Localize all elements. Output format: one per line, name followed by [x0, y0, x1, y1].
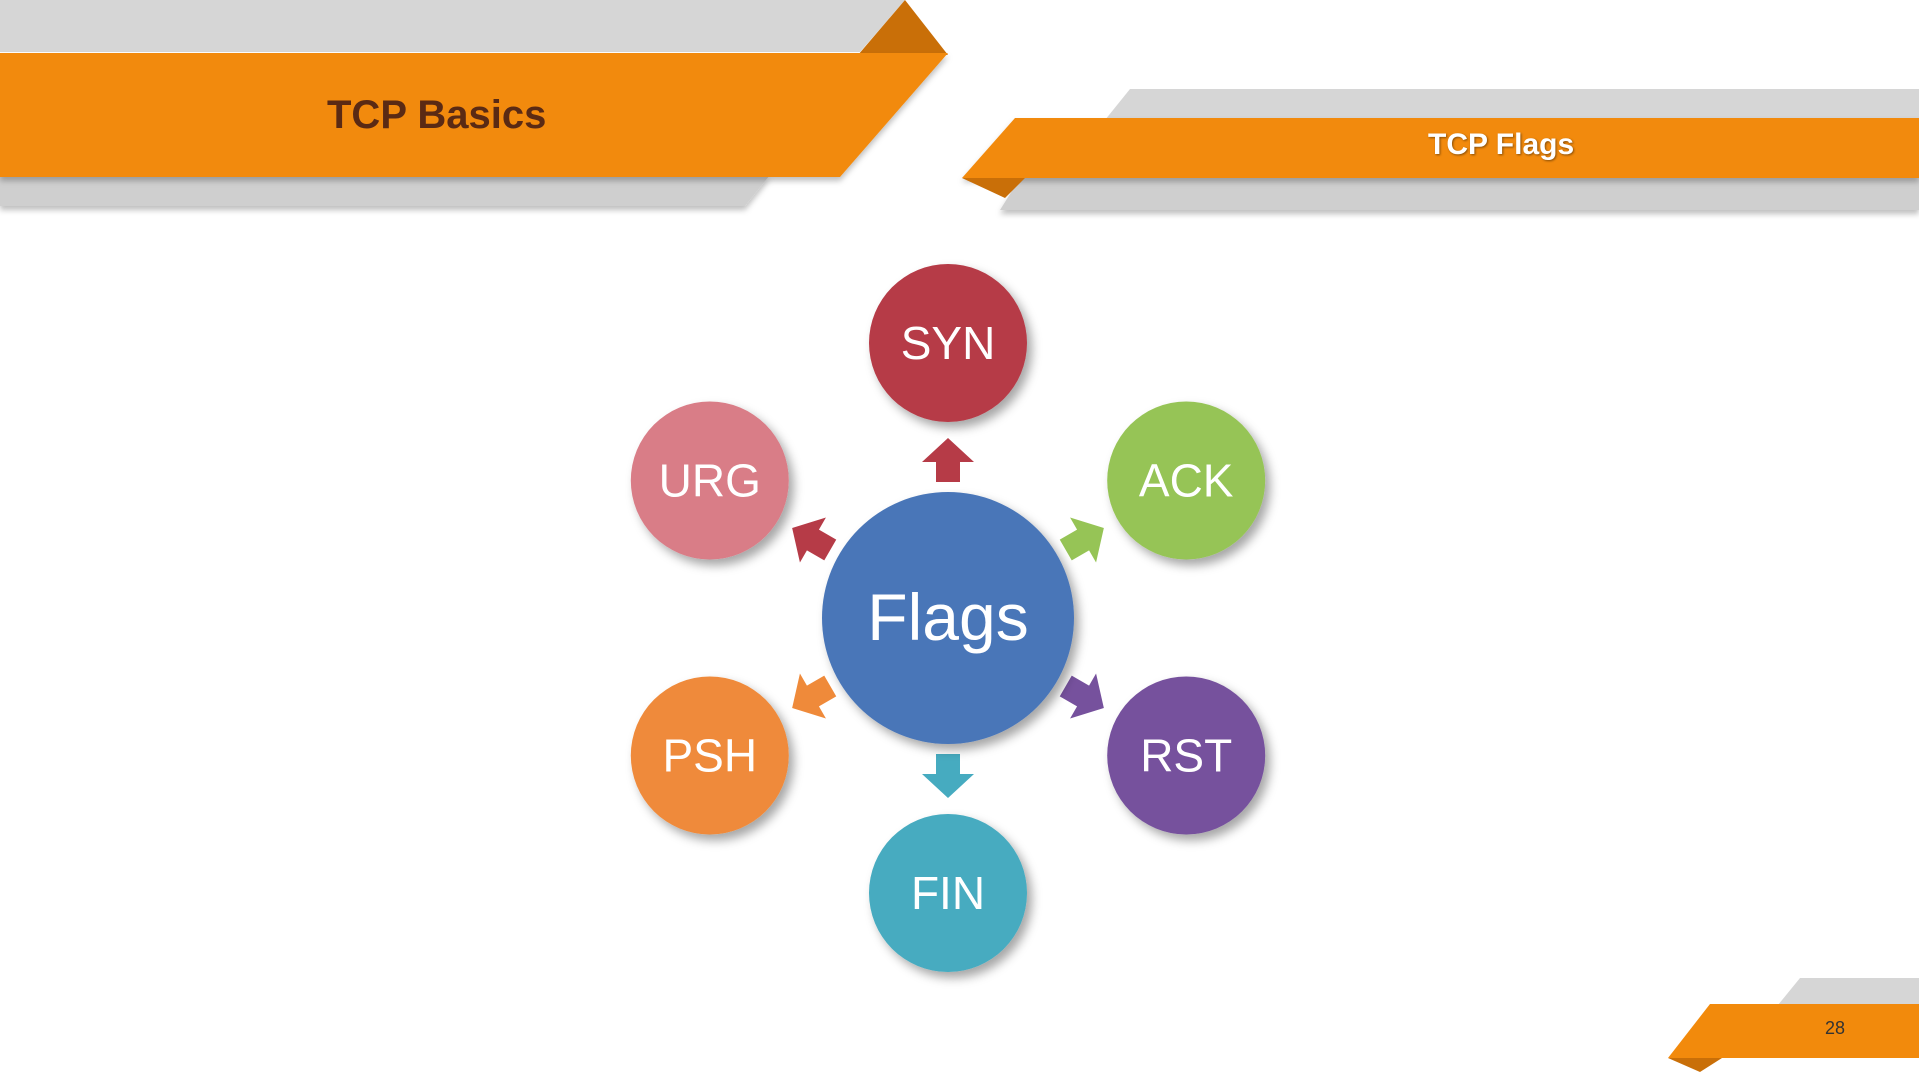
- flag-label: SYN: [901, 317, 996, 369]
- right-banner-fold: [962, 178, 1025, 198]
- arrow-urg: [792, 517, 837, 563]
- page-banner-gray: [1778, 978, 1919, 1005]
- arrow-psh: [792, 673, 837, 719]
- flag-circle: [630, 401, 789, 560]
- flag-circle: [1107, 401, 1266, 560]
- flag-label: URG: [659, 455, 761, 507]
- slide-number: 28: [1825, 1018, 1846, 1038]
- right-banner-gray-bottom: [1000, 178, 1919, 210]
- right-banner-gray-top: [1105, 89, 1919, 120]
- left-banner-fold: [858, 0, 948, 55]
- center-layer: Flags: [822, 492, 1074, 744]
- left-banner-gray-bottom: [0, 175, 770, 206]
- flag-circle: [869, 264, 1027, 422]
- center-node: Flags: [822, 492, 1074, 744]
- flag-label: ACK: [1139, 455, 1234, 507]
- flag-node-fin: FIN: [869, 814, 1027, 972]
- right-banner-orange: [962, 118, 1919, 178]
- left-banner-orange: [0, 53, 948, 177]
- flag-label: RST: [1140, 730, 1232, 782]
- flag-circle: [1107, 676, 1266, 835]
- nodes-layer: SYN ACK RST FIN PSH URG: [630, 264, 1266, 972]
- arrow-syn: [922, 438, 974, 482]
- left-banner-gray-top: [0, 0, 905, 52]
- arrow-rst: [1059, 673, 1104, 719]
- flag-circle: [630, 676, 789, 835]
- page-banner-fold: [1668, 1058, 1722, 1072]
- center-circle: [822, 492, 1074, 744]
- page-banner-orange: [1668, 1004, 1919, 1058]
- page-title: TCP Basics: [327, 93, 547, 137]
- arrows-layer: [792, 438, 1104, 798]
- flag-node-ack: ACK: [1107, 401, 1266, 560]
- flag-node-syn: SYN: [869, 264, 1027, 422]
- center-label: Flags: [867, 580, 1028, 654]
- flag-circle: [869, 814, 1027, 972]
- arrow-fin: [922, 754, 974, 798]
- arrow-ack: [1059, 517, 1104, 563]
- flag-label: PSH: [663, 730, 758, 782]
- section-title: TCP Flags: [1428, 128, 1575, 161]
- flag-node-psh: PSH: [630, 676, 789, 835]
- flag-node-urg: URG: [630, 401, 789, 560]
- flag-label: FIN: [911, 867, 985, 919]
- flag-node-rst: RST: [1107, 676, 1266, 835]
